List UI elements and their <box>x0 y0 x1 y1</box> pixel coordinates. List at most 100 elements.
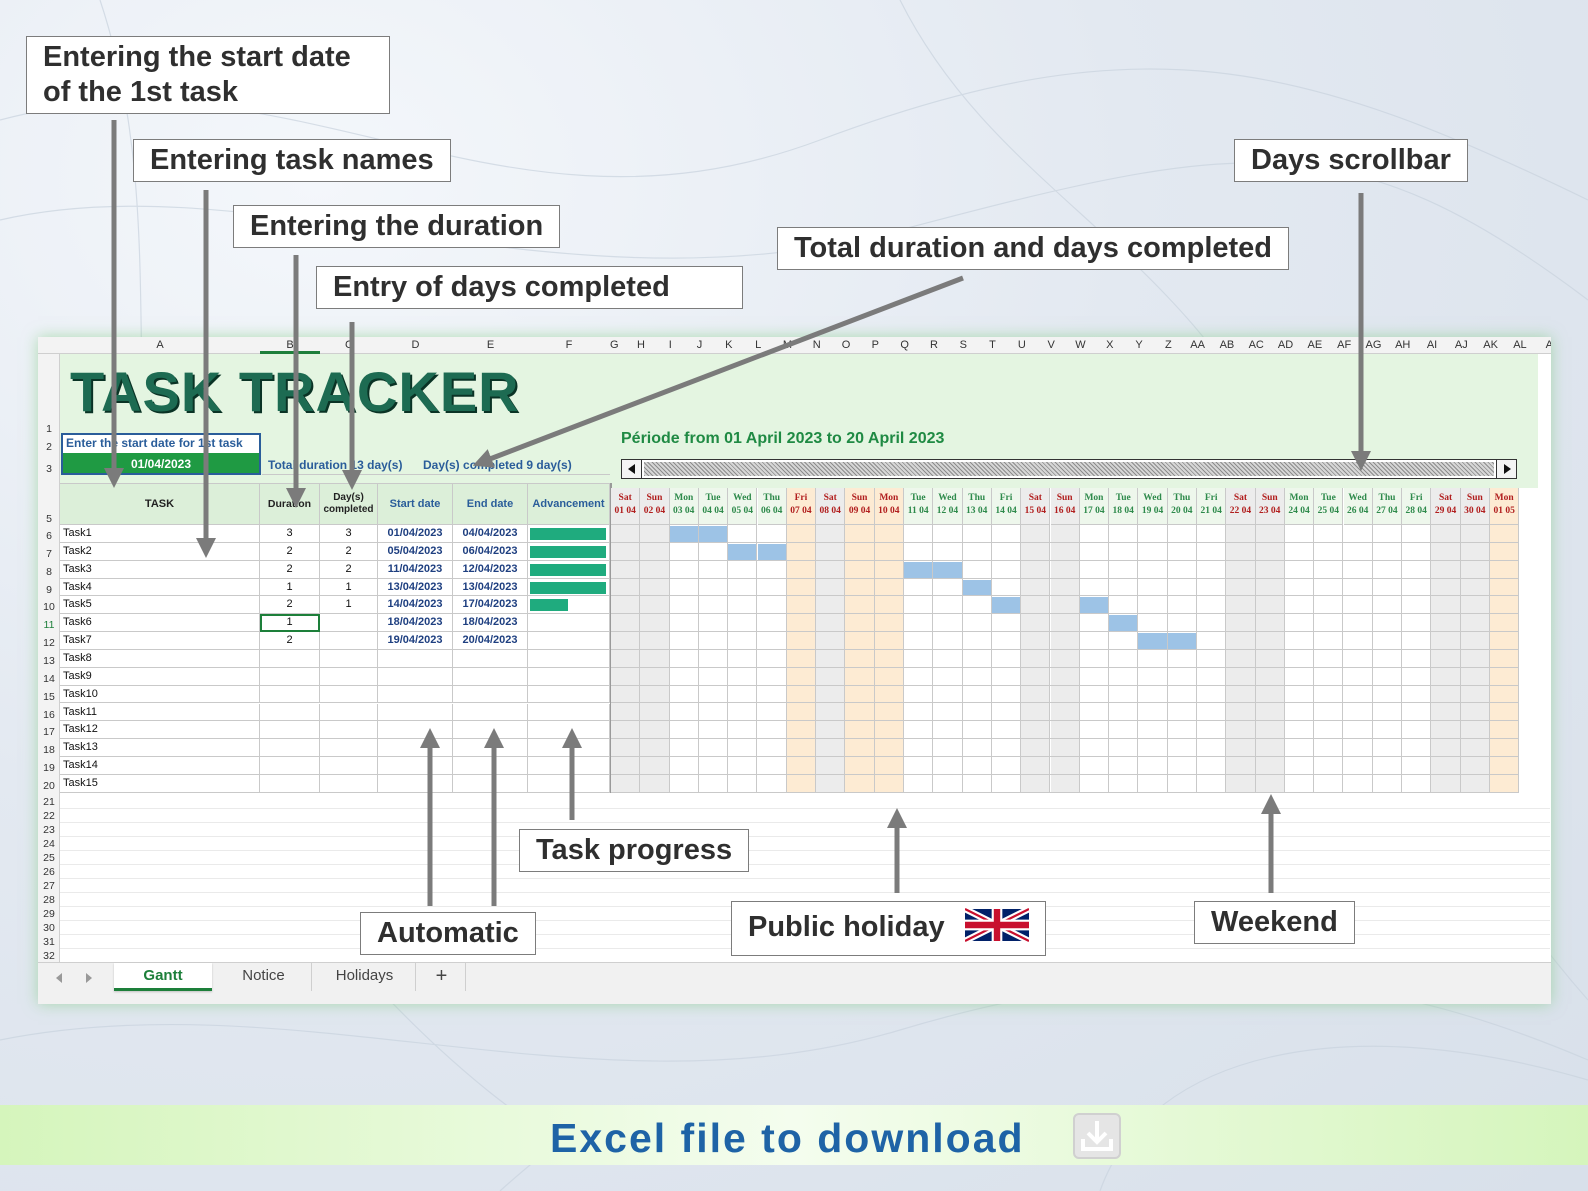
duration-cell[interactable] <box>260 703 320 722</box>
days-completed-cell[interactable]: 1 <box>320 578 378 597</box>
row-number[interactable]: 6 <box>46 530 52 542</box>
days-completed-cell[interactable]: 2 <box>320 542 378 561</box>
column-letter[interactable]: O <box>841 339 851 351</box>
row-number[interactable]: 1 <box>46 423 52 435</box>
duration-cell[interactable] <box>260 721 320 740</box>
add-sheet-button[interactable]: + <box>418 963 466 991</box>
days-completed-cell[interactable]: 3 <box>320 525 378 543</box>
duration-cell[interactable]: 2 <box>260 632 320 650</box>
column-letter[interactable]: X <box>1106 339 1114 351</box>
scroll-right-button[interactable] <box>1496 460 1516 478</box>
column-letter[interactable]: D <box>411 339 420 351</box>
row-number[interactable]: 3 <box>46 463 52 475</box>
column-letter[interactable]: AC <box>1248 339 1264 351</box>
duration-cell[interactable] <box>260 774 320 793</box>
column-letter[interactable]: AJ <box>1454 339 1468 351</box>
column-letter[interactable]: AI <box>1426 339 1438 351</box>
column-letter[interactable]: AG <box>1365 339 1382 351</box>
task-name-cell[interactable]: Task10 <box>60 685 260 704</box>
column-letter[interactable]: C <box>345 339 353 351</box>
column-letter[interactable]: Z <box>1164 339 1172 351</box>
column-letter[interactable]: K <box>725 339 733 351</box>
column-letter[interactable]: AB <box>1219 339 1235 351</box>
days-completed-cell[interactable] <box>320 685 378 704</box>
download-banner-text[interactable]: Excel file to download <box>550 1115 1025 1161</box>
row-number[interactable]: 21 <box>43 796 55 808</box>
column-letter[interactable]: M <box>782 339 793 351</box>
duration-cell[interactable]: 2 <box>260 596 320 615</box>
row-number[interactable]: 22 <box>43 810 55 822</box>
row-number[interactable]: 23 <box>43 824 55 836</box>
column-letter[interactable]: E <box>486 339 495 351</box>
days-completed-cell[interactable] <box>320 757 378 775</box>
duration-cell[interactable] <box>260 649 320 668</box>
column-letter[interactable]: AL <box>1513 339 1527 351</box>
task-name-cell[interactable]: Task2 <box>60 542 260 561</box>
duration-cell[interactable] <box>260 685 320 704</box>
column-letter[interactable]: A <box>156 339 164 351</box>
row-number[interactable]: 27 <box>43 880 55 892</box>
column-letter[interactable]: F <box>565 339 573 351</box>
column-letter[interactable]: B <box>260 337 320 354</box>
row-number[interactable]: 9 <box>46 583 52 596</box>
column-letter[interactable]: H <box>636 339 645 351</box>
tab-holidays[interactable]: Holidays <box>314 963 416 991</box>
duration-cell[interactable] <box>260 757 320 775</box>
column-letter[interactable]: Q <box>900 339 909 351</box>
row-number[interactable]: 14 <box>43 672 55 685</box>
row-number[interactable]: 2 <box>46 441 52 453</box>
row-number[interactable]: 16 <box>43 708 55 721</box>
column-letter[interactable]: AF <box>1337 339 1352 351</box>
tab-gantt[interactable]: Gantt <box>114 963 212 991</box>
column-letter[interactable]: R <box>929 339 938 351</box>
download-banner[interactable]: Excel file to download <box>0 1105 1588 1165</box>
row-number[interactable]: 28 <box>43 894 55 906</box>
row-number[interactable]: 10 <box>43 601 55 614</box>
chevron-left-icon[interactable] <box>52 971 66 985</box>
days-completed-cell[interactable] <box>320 632 378 650</box>
task-name-cell[interactable]: Task6 <box>60 614 260 633</box>
row-number[interactable]: 13 <box>43 654 55 667</box>
duration-cell[interactable]: 3 <box>260 525 320 543</box>
row-number[interactable]: 8 <box>46 565 52 578</box>
column-letter[interactable]: Y <box>1135 339 1143 351</box>
row-number[interactable]: 30 <box>43 922 55 934</box>
row-number[interactable]: 5 <box>46 513 52 525</box>
row-number[interactable]: 17 <box>43 726 55 739</box>
column-letter[interactable]: AK <box>1483 339 1498 351</box>
row-number[interactable]: 15 <box>43 690 55 703</box>
scroll-track[interactable] <box>644 462 1494 476</box>
task-name-cell[interactable]: Task4 <box>60 578 260 597</box>
column-letter[interactable]: AH <box>1395 339 1411 351</box>
task-name-cell[interactable]: Task14 <box>60 757 260 775</box>
row-number[interactable]: 32 <box>43 950 55 962</box>
chevron-right-icon[interactable] <box>82 971 96 985</box>
column-letter[interactable]: A <box>1545 339 1551 351</box>
column-letter[interactable]: I <box>668 339 672 351</box>
row-number[interactable]: 20 <box>43 779 55 792</box>
days-completed-cell[interactable] <box>320 739 378 758</box>
duration-cell[interactable]: 1 <box>260 578 320 597</box>
row-number[interactable]: 12 <box>43 637 55 650</box>
days-scrollbar[interactable] <box>621 459 1517 479</box>
scroll-left-button[interactable] <box>622 460 642 478</box>
column-letter[interactable]: U <box>1017 339 1026 351</box>
days-completed-cell[interactable]: 2 <box>320 560 378 579</box>
download-icon[interactable] <box>1073 1113 1121 1159</box>
column-letter[interactable]: G <box>610 339 619 351</box>
task-name-cell[interactable]: Task5 <box>60 596 260 615</box>
duration-cell[interactable]: 2 <box>260 542 320 561</box>
task-name-cell[interactable]: Task11 <box>60 703 260 722</box>
row-number[interactable]: 25 <box>43 852 55 864</box>
row-number[interactable]: 31 <box>43 936 55 948</box>
task-name-cell[interactable]: Task12 <box>60 721 260 740</box>
row-number[interactable]: 29 <box>43 908 55 920</box>
duration-cell[interactable] <box>260 739 320 758</box>
row-number[interactable]: 24 <box>43 838 55 850</box>
days-completed-cell[interactable] <box>320 703 378 722</box>
column-letter[interactable]: T <box>989 339 996 351</box>
task-name-cell[interactable]: Task7 <box>60 632 260 650</box>
days-completed-cell[interactable]: 1 <box>320 596 378 615</box>
task-name-cell[interactable]: Task15 <box>60 774 260 793</box>
duration-cell[interactable]: 2 <box>260 560 320 579</box>
